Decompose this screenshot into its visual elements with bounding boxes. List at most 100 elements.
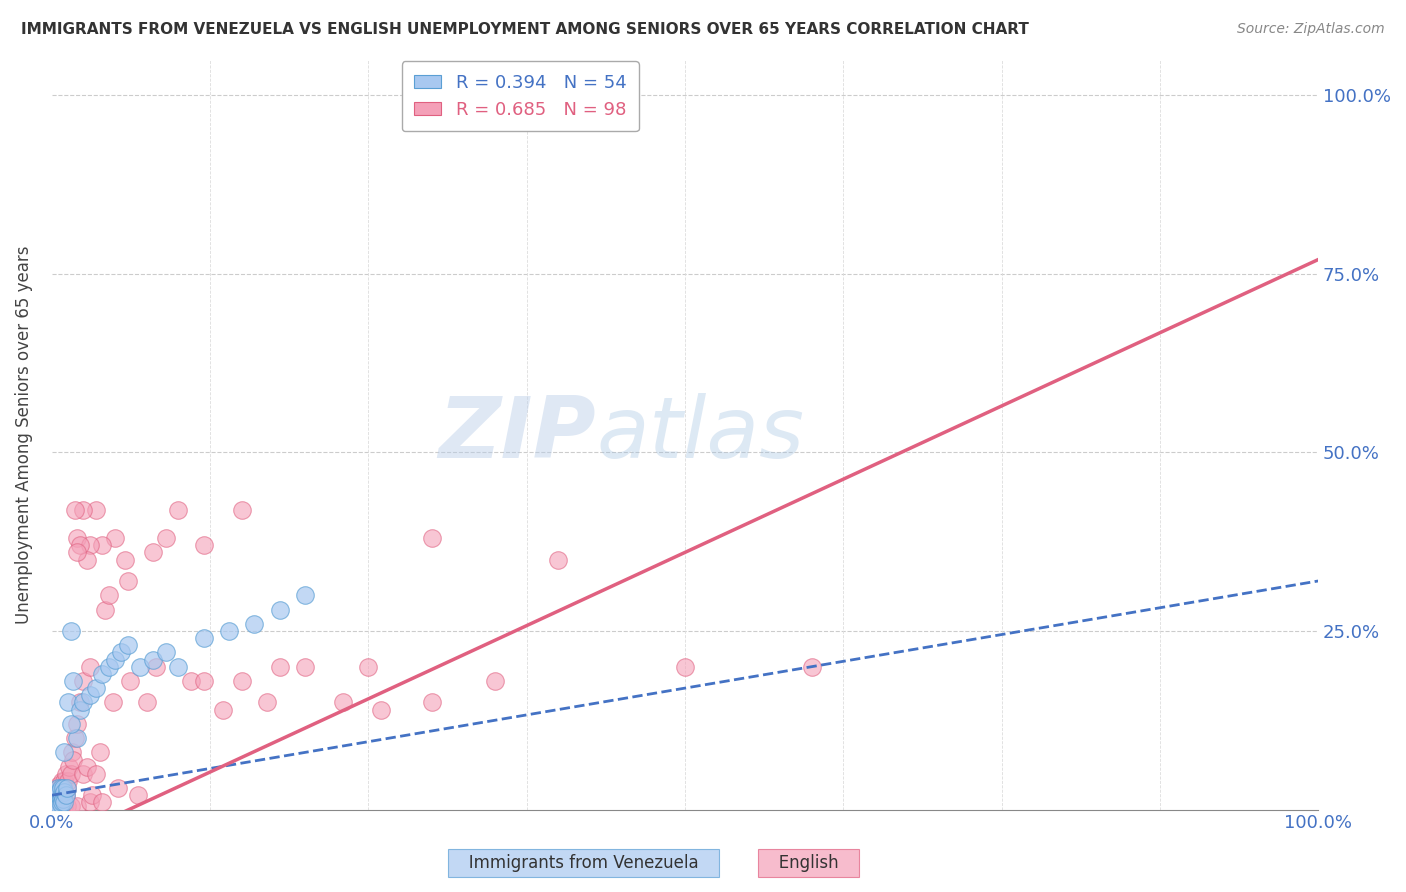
Point xyxy=(63,731,86,745)
Point xyxy=(800,659,823,673)
Point xyxy=(110,645,132,659)
Text: IMMIGRANTS FROM VENEZUELA VS ENGLISH UNEMPLOYMENT AMONG SENIORS OVER 65 YEARS CO: IMMIGRANTS FROM VENEZUELA VS ENGLISH UNE… xyxy=(21,22,1029,37)
Point xyxy=(46,799,69,814)
Point xyxy=(79,796,101,810)
Point xyxy=(120,673,142,688)
Point xyxy=(76,760,98,774)
Point xyxy=(66,545,89,559)
Point xyxy=(55,789,77,803)
Point xyxy=(97,659,120,673)
Point xyxy=(51,774,73,789)
Text: English: English xyxy=(763,855,853,872)
Point xyxy=(294,588,316,602)
Point xyxy=(44,800,66,814)
Point xyxy=(155,531,177,545)
Point xyxy=(49,792,72,806)
Point xyxy=(218,624,240,638)
Point xyxy=(46,789,69,803)
Point xyxy=(294,659,316,673)
Point xyxy=(129,659,152,673)
Point xyxy=(45,789,67,803)
Point xyxy=(51,789,73,803)
Point xyxy=(46,796,69,810)
Point xyxy=(49,781,72,796)
Point xyxy=(52,792,75,806)
Point xyxy=(45,792,67,806)
Point xyxy=(59,624,82,638)
Point xyxy=(66,731,89,745)
Point xyxy=(49,781,72,796)
Point xyxy=(46,799,69,814)
Point xyxy=(84,767,107,781)
Point xyxy=(84,502,107,516)
Point xyxy=(52,781,75,796)
Y-axis label: Unemployment Among Seniors over 65 years: Unemployment Among Seniors over 65 years xyxy=(15,245,32,624)
Point xyxy=(46,781,69,796)
Point xyxy=(44,792,66,806)
Text: Source: ZipAtlas.com: Source: ZipAtlas.com xyxy=(1237,22,1385,37)
Point xyxy=(45,785,67,799)
Point xyxy=(51,796,73,810)
Point xyxy=(45,796,67,810)
Point xyxy=(42,796,65,810)
Point xyxy=(52,781,75,796)
Point xyxy=(53,799,76,814)
Point xyxy=(370,702,392,716)
Point xyxy=(547,552,569,566)
Point xyxy=(52,792,75,806)
Point xyxy=(484,673,506,688)
Point xyxy=(91,538,114,552)
Point xyxy=(45,800,67,814)
Point xyxy=(117,574,139,588)
Point xyxy=(69,702,91,716)
Point xyxy=(231,673,253,688)
Point xyxy=(193,631,215,645)
Point xyxy=(167,502,190,516)
Point xyxy=(269,659,291,673)
Point xyxy=(51,796,73,810)
Point xyxy=(127,789,149,803)
Text: ZIP: ZIP xyxy=(439,393,596,476)
Point xyxy=(48,785,70,799)
Point xyxy=(48,799,70,814)
Point xyxy=(673,659,696,673)
Point xyxy=(76,552,98,566)
Point xyxy=(79,538,101,552)
Point xyxy=(79,659,101,673)
Point xyxy=(58,695,80,709)
Point xyxy=(46,789,69,803)
Point xyxy=(44,797,66,811)
Point xyxy=(46,800,69,814)
Point xyxy=(69,695,91,709)
Point xyxy=(420,695,443,709)
Point xyxy=(66,799,89,814)
Point xyxy=(53,785,76,799)
Point xyxy=(45,785,67,799)
Point xyxy=(72,502,94,516)
Point xyxy=(42,800,65,814)
Point xyxy=(48,799,70,814)
Point xyxy=(42,799,65,814)
Point xyxy=(42,794,65,808)
Point xyxy=(420,531,443,545)
Point xyxy=(44,800,66,814)
Point xyxy=(357,659,380,673)
Point xyxy=(44,797,66,811)
Point xyxy=(72,673,94,688)
Point xyxy=(94,602,117,616)
Point xyxy=(101,695,124,709)
Point xyxy=(46,781,69,796)
Point xyxy=(142,652,165,666)
Point xyxy=(48,778,70,792)
Point xyxy=(62,753,84,767)
Point xyxy=(332,695,354,709)
Point xyxy=(56,781,79,796)
Point xyxy=(82,789,104,803)
Point xyxy=(45,792,67,806)
Point xyxy=(97,588,120,602)
Point xyxy=(211,702,233,716)
Point xyxy=(45,797,67,812)
Point xyxy=(91,796,114,810)
Point xyxy=(145,659,167,673)
Point xyxy=(49,797,72,811)
